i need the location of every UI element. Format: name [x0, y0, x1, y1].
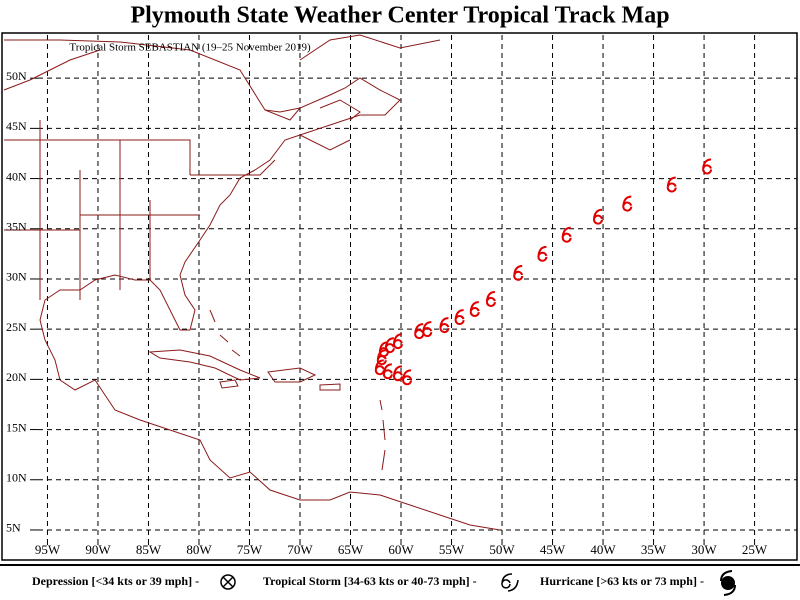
x-tick-label: 40W	[590, 542, 616, 557]
storm-position	[622, 195, 633, 212]
y-tick-label: 35N	[6, 220, 27, 234]
x-tick-label: 95W	[35, 542, 61, 557]
storm-position	[454, 309, 465, 325]
y-tick-label: 15N	[6, 420, 27, 434]
x-tick-label: 45W	[540, 542, 566, 557]
map-subtitle: Tropical Storm SEBASTIAN (19–25 November…	[69, 42, 311, 54]
x-tick-label: 65W	[338, 542, 364, 557]
map-title: Plymouth State Weather Center Tropical T…	[130, 3, 669, 29]
coastline	[209, 309, 386, 471]
hurricane-symbol	[720, 570, 736, 596]
map-frame	[1, 32, 798, 561]
coastline	[299, 34, 441, 121]
storm-position	[439, 317, 450, 334]
storm-position	[561, 226, 572, 243]
coastlines	[3, 34, 501, 531]
storm-position	[392, 333, 403, 350]
x-tick-label: 55W	[439, 542, 465, 557]
legend-depression: Depression [<34 kts or 39 mph] -	[32, 574, 199, 588]
storm-position	[513, 264, 524, 281]
storm-position	[469, 301, 480, 317]
storm-symbol	[501, 573, 519, 592]
x-tick-label: 60W	[388, 542, 414, 557]
y-tick-label: 10N	[6, 471, 27, 485]
storm-position	[593, 208, 603, 225]
y-tick-label: 40N	[6, 169, 27, 183]
x-tick-label: 70W	[287, 542, 313, 557]
x-tick-label: 50W	[489, 542, 515, 557]
storm-position	[402, 369, 413, 386]
coastline	[4, 39, 501, 531]
y-tick-label: 45N	[6, 119, 27, 133]
x-tick-label: 90W	[85, 542, 111, 557]
y-tick-label: 30N	[6, 270, 27, 284]
x-tick-label: 25W	[742, 542, 768, 557]
coastline	[219, 367, 341, 391]
storm-position	[485, 291, 496, 307]
storm-position	[384, 337, 395, 354]
storm-position	[702, 158, 713, 175]
y-tick-label: 5N	[6, 521, 21, 535]
coastline	[4, 120, 276, 300]
x-tick-label: 35W	[641, 542, 667, 557]
y-tick-label: 25N	[6, 320, 27, 334]
storm-position	[666, 176, 677, 193]
storm-position	[422, 321, 433, 338]
coastline	[3, 49, 351, 151]
x-tick-label: 80W	[186, 542, 212, 557]
legend-storm: Tropical Storm [34-63 kts or 40-73 mph] …	[263, 574, 477, 588]
storm-position	[537, 245, 548, 262]
coastline	[148, 349, 261, 381]
grid	[30, 35, 797, 545]
x-tick-label: 30W	[691, 542, 717, 557]
storm-track	[374, 158, 713, 386]
x-tick-label: 85W	[136, 542, 162, 557]
depression-symbol	[220, 574, 236, 590]
y-tick-label: 50N	[6, 69, 27, 83]
x-tick-label: 75W	[237, 542, 263, 557]
storm-position	[392, 365, 403, 382]
y-tick-label: 20N	[6, 370, 27, 384]
legend-hurricane: Hurricane [>63 kts or 73 mph] -	[540, 574, 704, 588]
storm-position	[414, 323, 425, 340]
